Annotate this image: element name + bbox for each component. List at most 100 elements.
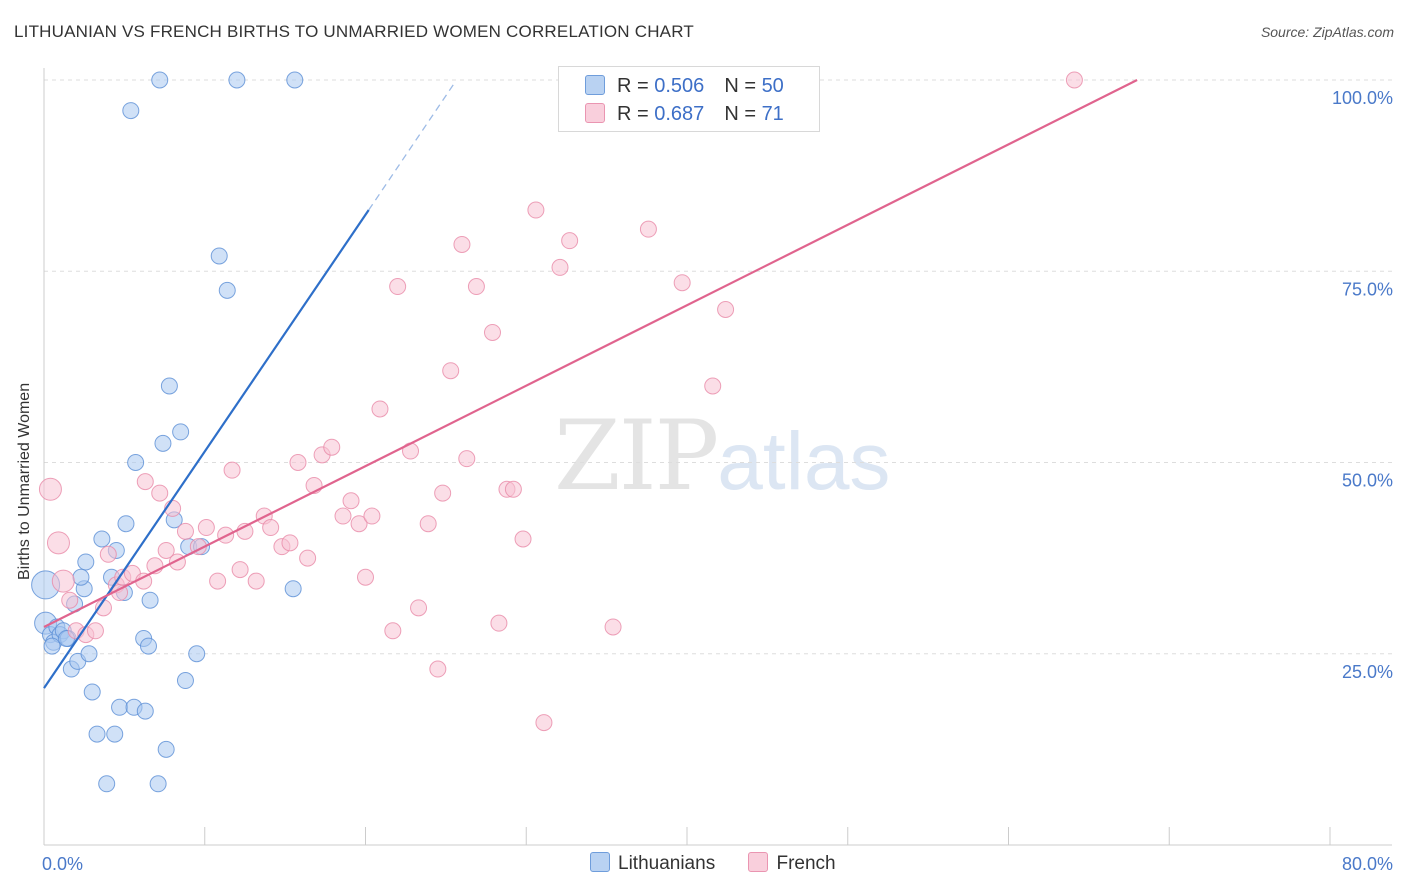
lithuanian-point [228,71,246,89]
lithuanian-point [176,672,194,690]
lithuanian-point [111,698,129,716]
french-point [209,572,227,590]
lithuanian-point [43,637,61,655]
french-point [86,622,104,640]
french-point [527,201,545,219]
french-point [504,480,522,498]
chart-title: LITHUANIAN VS FRENCH BIRTHS TO UNMARRIED… [14,22,694,41]
french-point [334,507,352,525]
french-point [483,323,501,341]
french-point [197,519,215,537]
french-point [247,572,265,590]
french-point [453,235,471,253]
legend-r-value-1: 0.506 [654,75,705,97]
lithuanian-point [218,281,236,299]
french-point [551,258,569,276]
correlation-legend: R = 0.506 N = 50 R = 0.687 N = 71 [558,66,820,132]
french-point [136,473,154,491]
legend-row-lithuanians: R = 0.506 N = 50 [585,75,784,98]
series-legend-lithuanians[interactable]: Lithuanians [590,852,715,875]
legend-n-label-1: N = [724,75,762,97]
legend-swatch-french [585,103,605,123]
watermark-zip: ZIP [554,400,719,512]
french-point [419,515,437,533]
french-point [38,477,62,501]
french-point [223,461,241,479]
french-point [604,618,622,636]
watermark-atlas: atlas [717,416,891,507]
x-tick-label-1: 80.0% [1342,854,1393,874]
lithuanian-trend-extension [368,83,455,211]
french-point [384,622,402,640]
french-point [299,549,317,567]
lithuanian-point [93,530,111,548]
lithuanian-point [80,645,98,663]
french-point [673,274,691,292]
lithuanian-point [77,553,95,571]
french-point [490,614,508,632]
lithuanian-point [284,580,302,598]
lithuanian-point [136,702,154,720]
legend-n-value-2: 71 [761,103,784,125]
french-point [289,454,307,471]
lithuanian-point [127,454,145,471]
lithuanian-point [88,725,106,743]
french-point [46,531,70,555]
lithuanian-point [210,247,228,265]
french-point [535,714,553,732]
french-point [99,545,117,563]
legend-n-value-1: 50 [761,75,784,97]
lithuanian-trend-line [43,209,370,689]
lithuanian-point [188,645,206,663]
legend-row-french: R = 0.687 N = 71 [585,103,784,126]
french-point [434,484,452,502]
lithuanian-point [72,568,90,586]
french-point [639,220,657,238]
lithuanian-point [149,775,167,793]
french-point [61,591,79,609]
french-point [389,278,407,296]
lithuanian-point [157,740,175,758]
series-legend: Lithuanians French [590,852,864,875]
lithuanian-point [154,434,172,452]
series-label-french: French [776,853,836,874]
legend-r-label-2: R = [617,103,655,125]
legend-swatch-lithuanians [585,75,605,95]
french-point [467,278,485,296]
french-point [717,301,735,318]
lithuanian-point [151,71,169,89]
french-point [458,450,476,468]
french-point [410,599,428,617]
french-point [561,232,579,250]
french-point [231,561,249,579]
french-trend-line [43,79,1138,628]
legend-n-label-2: N = [724,103,762,125]
lithuanian-point [122,102,140,120]
french-point [157,541,175,559]
french-point [429,660,447,678]
lithuanian-point [117,515,135,533]
y-tick-label-2: 75.0% [1342,279,1393,299]
french-point [357,568,374,586]
series-swatch-french [748,852,769,872]
lithuanian-point [83,683,101,701]
series-swatch-lithuanians [590,852,610,872]
y-tick-label-1: 50.0% [1342,471,1393,491]
french-point [371,400,389,418]
french-point [442,362,460,380]
french-point [176,522,194,540]
source-label: Source: ZipAtlas.com [1260,24,1394,40]
french-point [323,438,341,456]
french-point [151,484,169,502]
lithuanian-point [106,725,124,743]
y-tick-label-0: 25.0% [1342,662,1393,682]
lithuanian-point [141,591,159,609]
lithuanian-point [98,775,116,793]
french-point [363,507,381,525]
french-point [262,519,280,537]
legend-r-value-2: 0.687 [654,103,705,125]
french-point [281,534,299,552]
legend-r-label-1: R = [617,75,655,97]
series-legend-french[interactable]: French [748,852,836,875]
